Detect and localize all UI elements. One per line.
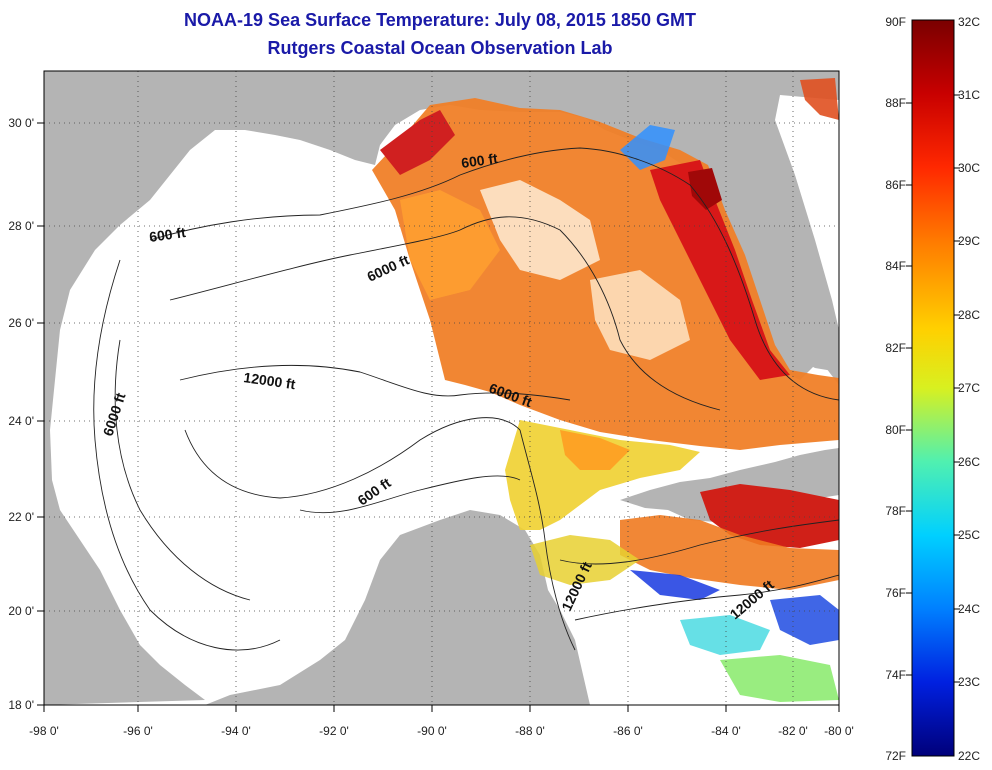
sst-atlantic-strip <box>800 78 839 120</box>
axis-ticks <box>37 122 840 712</box>
sst-swath-patch-orange <box>400 190 500 300</box>
colorbar-c-label: 28C <box>958 308 980 322</box>
contour-label-600ft-west: 600 ft <box>148 224 187 245</box>
sst-blue-patch-north <box>620 125 675 170</box>
colorbar-f-label: 82F <box>885 341 906 355</box>
y-tick-label: 24 0' <box>8 414 34 428</box>
colorbar-f-label: 86F <box>885 178 906 192</box>
x-tick-label: -82 0' <box>778 724 808 738</box>
colorbar-c-label: 26C <box>958 455 980 469</box>
x-tick-label: -94 0' <box>221 724 251 738</box>
y-tick-label: 28 0' <box>8 219 34 233</box>
y-tick-label: 18 0' <box>8 698 34 712</box>
colorbar-c-label: 29C <box>958 234 980 248</box>
sst-swath-north <box>372 98 839 450</box>
sst-swath-patch-white1 <box>480 180 600 280</box>
x-tick-label: -92 0' <box>319 724 349 738</box>
colorbar-c-label: 25C <box>958 528 980 542</box>
y-tick-label: 26 0' <box>8 316 34 330</box>
colorbar-c-label: 31C <box>958 88 980 102</box>
colorbar-f-label: 72F <box>885 749 906 763</box>
graticule <box>44 71 839 705</box>
sst-caribbean-blue2 <box>770 595 839 645</box>
colorbar-ticks <box>906 94 960 683</box>
colorbar <box>911 19 955 757</box>
y-tick-label: 22 0' <box>8 510 34 524</box>
colorbar-f-label: 88F <box>885 96 906 110</box>
sst-hotspot-east <box>650 160 790 380</box>
y-tick-label: 20 0' <box>8 604 34 618</box>
colorbar-c-label: 22C <box>958 749 980 763</box>
sst-caribbean-cyan <box>680 615 770 655</box>
colorbar-c-label: 23C <box>958 675 980 689</box>
colorbar-c-label: 30C <box>958 161 980 175</box>
sst-caribbean-red <box>700 484 839 548</box>
colorbar-c-label: 32C <box>958 15 980 29</box>
yucatan-land <box>205 510 590 705</box>
map-frame <box>43 70 840 706</box>
map-title: NOAA-19 Sea Surface Temperature: July 08… <box>184 10 696 30</box>
colorbar-f-label: 80F <box>885 423 906 437</box>
sst-caribbean-yellow <box>530 535 640 585</box>
colorbar-c-label: 27C <box>958 381 980 395</box>
sst-caribbean-blue <box>630 570 720 600</box>
colorbar-c-label: 24C <box>958 602 980 616</box>
cuba-land <box>620 448 839 522</box>
sst-nw-red-coast <box>380 110 455 175</box>
x-tick-label: -86 0' <box>613 724 643 738</box>
us-gulf-coast-land <box>44 71 839 705</box>
y-tick-label: 30 0' <box>8 116 34 130</box>
x-tick-label: -80 0' <box>824 724 854 738</box>
sst-hotspot-core <box>688 168 722 210</box>
x-tick-label: -84 0' <box>711 724 741 738</box>
x-tick-label: -96 0' <box>123 724 153 738</box>
sst-caribbean-green <box>720 655 839 702</box>
colorbar-f-label: 76F <box>885 586 906 600</box>
bathymetry-contours <box>93 147 839 651</box>
sst-swath-south <box>505 420 700 530</box>
contour-label-12000ft: 12000 ft <box>243 369 297 392</box>
sst-caribbean-orange <box>620 515 839 590</box>
map-subtitle: Rutgers Coastal Ocean Observation Lab <box>267 38 613 58</box>
florida-land <box>700 150 839 372</box>
contour-label-600ft-north: 600 ft <box>460 150 499 171</box>
colorbar-f-label: 84F <box>885 259 906 273</box>
sst-swath-patch-white2 <box>590 270 690 360</box>
sst-patch-orange-south <box>560 430 630 470</box>
colorbar-f-label: 78F <box>885 504 906 518</box>
colorbar-f-label: 90F <box>885 15 906 29</box>
x-tick-label: -98 0' <box>29 724 59 738</box>
colorbar-f-label: 74F <box>885 668 906 682</box>
x-tick-label: -90 0' <box>417 724 447 738</box>
x-tick-label: -88 0' <box>515 724 545 738</box>
